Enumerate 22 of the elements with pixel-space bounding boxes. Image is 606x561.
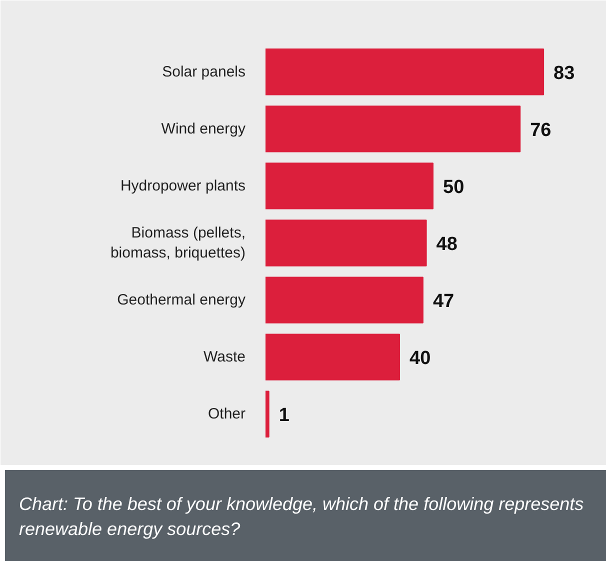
y-tick-label: Waste (204, 348, 246, 366)
bar (266, 390, 270, 438)
y-tick-label: Other (208, 406, 246, 423)
bar (266, 334, 400, 380)
data-label: 40 (410, 348, 431, 370)
y-tick-label: Hydropower plants (120, 177, 246, 194)
text: Chart: To the best of your knowledge, which of the following represents renewable energy sources? (19, 493, 585, 541)
data-label: 50 (443, 176, 464, 198)
data-label: 1 (278, 405, 290, 426)
y-tick-label: Solar panels (162, 63, 246, 80)
data-label: 47 (432, 291, 454, 312)
bar (266, 220, 427, 266)
y-tick-label: Wind energy (161, 120, 246, 138)
bar (266, 276, 424, 324)
bar (266, 106, 521, 152)
data-label: 76 (530, 120, 552, 141)
data-label: 83 (554, 62, 575, 84)
data-label: 48 (436, 234, 458, 255)
y-tick-label: Biomass (pellets, biomass, briquettes) (110, 224, 246, 262)
bar (266, 48, 544, 96)
bar (266, 162, 434, 210)
y-tick-label: Geothermal energy (117, 292, 246, 309)
